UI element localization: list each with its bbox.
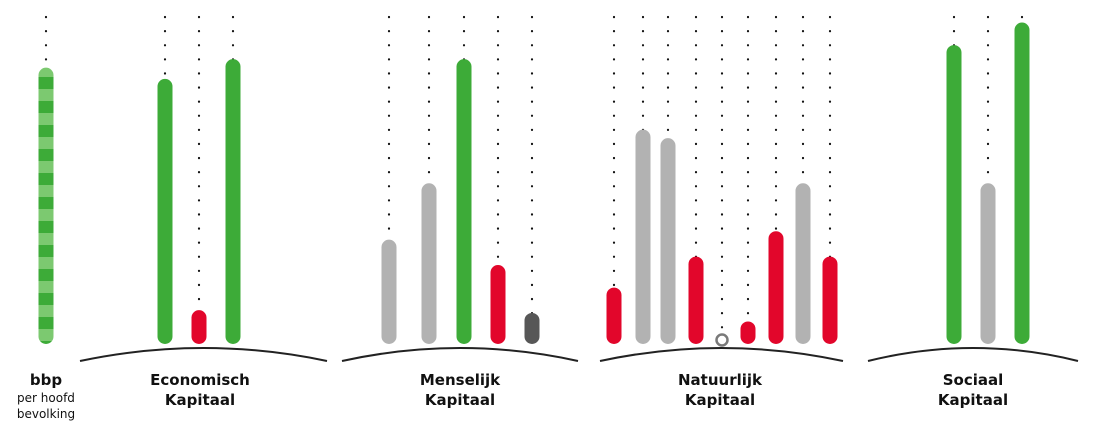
bar — [456, 59, 472, 345]
bar — [660, 138, 676, 344]
group-label-line1: Sociaal — [942, 371, 1004, 389]
group-label: Natuurlijk Kapitaal — [610, 370, 830, 410]
group-label-line2: Kapitaal — [937, 391, 1009, 409]
bar — [980, 183, 996, 344]
bar — [740, 321, 756, 344]
group-sublabel: bevolking — [16, 407, 76, 421]
bar — [381, 239, 397, 344]
group-label-line1: Menselijk — [419, 371, 501, 389]
group-bracket — [599, 347, 844, 362]
value-marker — [715, 333, 729, 347]
bar — [606, 287, 622, 344]
group-label-line1: bbp — [29, 371, 63, 389]
group-label-line1: Economisch — [150, 371, 250, 389]
bar — [688, 256, 704, 344]
group-bracket — [79, 347, 328, 362]
bar — [421, 183, 437, 344]
bar — [191, 310, 207, 344]
bar — [157, 78, 173, 345]
group-label: Economisch Kapitaal — [90, 370, 310, 410]
bar-group-1 — [79, 15, 328, 362]
bar-group-0 — [38, 15, 54, 344]
bar — [795, 183, 811, 344]
bar — [768, 231, 784, 344]
bar — [822, 256, 838, 344]
group-label-line2: Kapitaal — [684, 391, 756, 409]
group-sublabel: per hoofd — [17, 391, 75, 405]
bar-group-4 — [867, 15, 1079, 362]
group-label: Sociaal Kapitaal — [863, 370, 1083, 410]
bar-group-3 — [599, 15, 844, 362]
group-label-line1: Natuurlijk — [677, 371, 762, 389]
bar — [225, 59, 241, 345]
group-label-line2: Kapitaal — [164, 391, 236, 409]
group-label-line2: Kapitaal — [424, 391, 496, 409]
group-bracket — [867, 347, 1079, 362]
bar-group-2 — [341, 15, 579, 362]
group-label: Menselijk Kapitaal — [350, 370, 570, 410]
group-bracket — [341, 347, 579, 362]
bar — [946, 45, 962, 345]
bar — [635, 129, 651, 344]
bar — [38, 67, 54, 344]
bar — [490, 265, 506, 344]
bar — [1014, 22, 1030, 345]
bar — [524, 312, 540, 344]
group-label: bbp per hoofd bevolking — [6, 370, 86, 422]
